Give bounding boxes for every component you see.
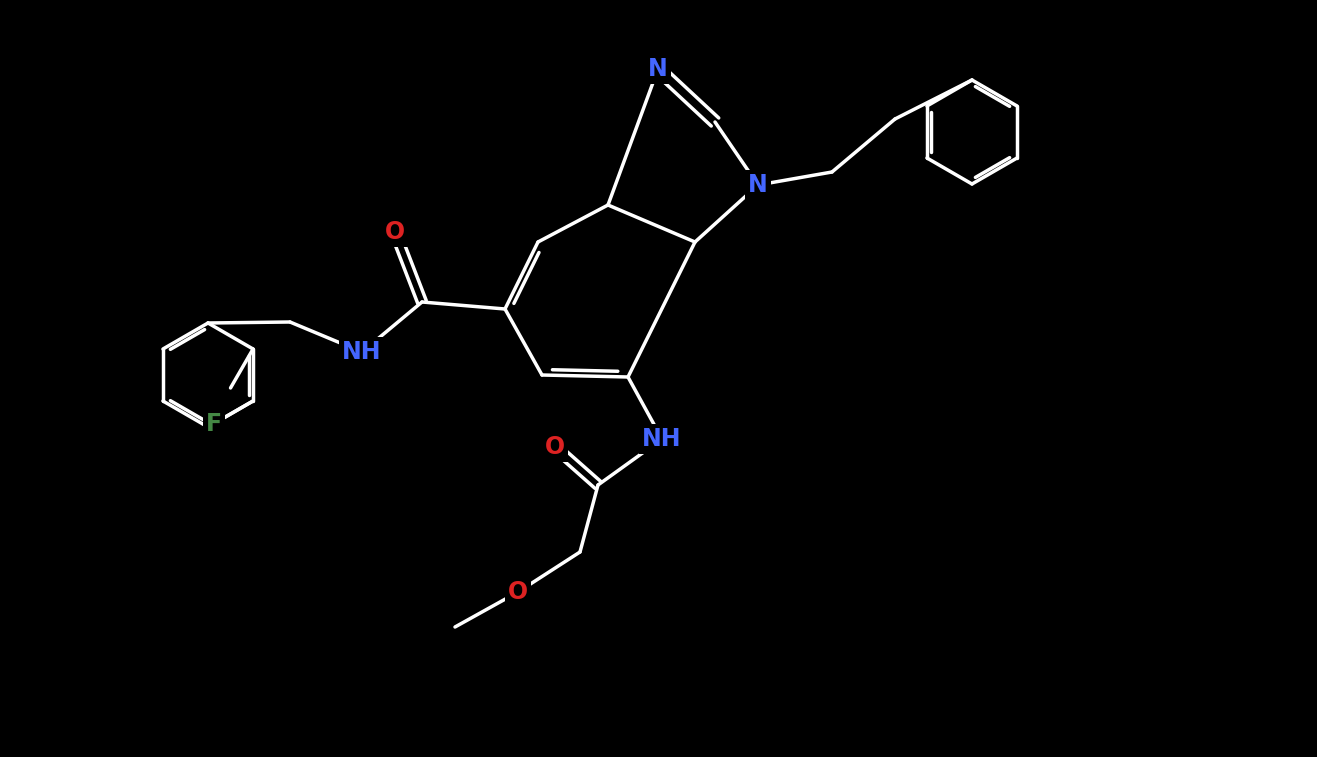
Text: O: O — [508, 580, 528, 604]
Text: F: F — [205, 412, 223, 435]
Text: O: O — [545, 435, 565, 459]
Text: NH: NH — [643, 427, 682, 451]
Text: N: N — [748, 173, 768, 197]
Text: NH: NH — [342, 340, 382, 364]
Text: O: O — [385, 220, 406, 244]
Text: N: N — [648, 57, 668, 81]
